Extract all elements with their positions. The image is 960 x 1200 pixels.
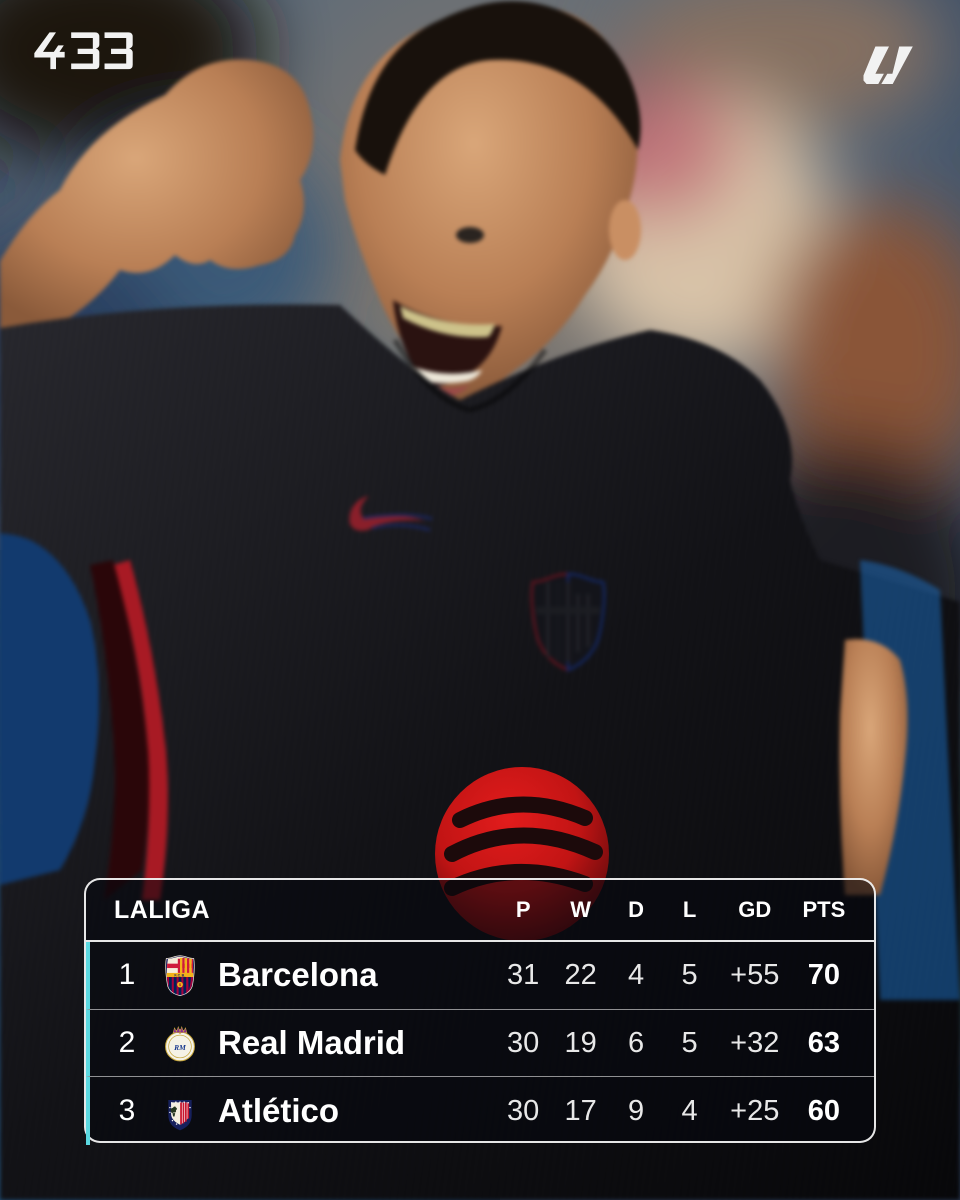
svg-text:F.C.B.: F.C.B. xyxy=(174,974,185,978)
svg-text:RM: RM xyxy=(173,1043,186,1052)
